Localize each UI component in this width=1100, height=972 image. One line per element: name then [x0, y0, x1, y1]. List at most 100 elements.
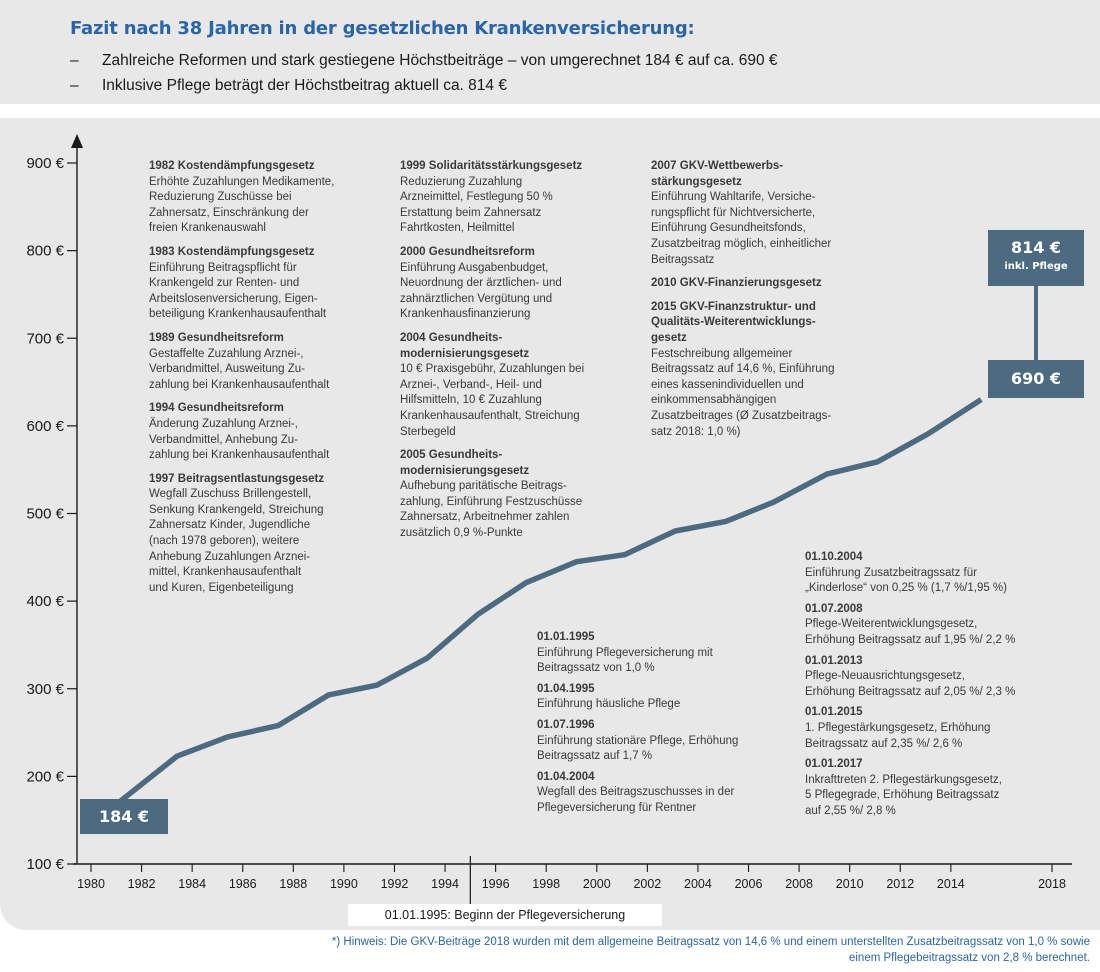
annotation-block: 1999 Solidaritätsstärkungsgesetz Reduzier… — [400, 159, 584, 237]
x-tick-label: 1984 — [178, 877, 206, 891]
annotation-title: 1994 Gesundheitsreform — [149, 402, 284, 415]
annotation-title: 2010 GKV-Finanzierungsgesetz — [651, 277, 822, 290]
x-tick-label: 2006 — [735, 877, 763, 891]
end-value-care-sublabel: inkl. Pflege — [1004, 261, 1068, 272]
annotation-title: 2005 Gesundheits- — [400, 449, 503, 462]
annotation-line: Einführung häusliche Pflege — [537, 698, 681, 711]
care-annotations-left: 01.01.1995 Einführung Pflegeversicherung … — [537, 630, 738, 822]
start-value-box: 184 € — [80, 799, 168, 834]
annotation-line: Neuordnung der ärztlichen- und — [400, 277, 562, 290]
annotation-line: 10 € Praxisgebühr, Zuzahlungen bei — [400, 363, 585, 376]
annotation-title: Qualitäts-Weiterentwicklungs- — [651, 316, 816, 329]
annotation-line: Einführung stationäre Pflege, Erhöhung — [537, 734, 739, 747]
annotation-line: freien Krankenauswahl — [149, 222, 266, 235]
reform-annotations-col1: 1982 Kostendämpfungsgesetz Erhöhte Zuzahl… — [149, 159, 334, 604]
annotation-title: 1982 Kostendämpfungsgesetz — [149, 160, 315, 172]
annotation-line: zahlung bei Krankenhausaufenthalt — [149, 378, 330, 391]
footnote: *) Hinweis: Die GKV-Beiträge 2018 wurden… — [90, 935, 1090, 966]
annotation-line: „Kinderlose“ von 0,25 % (1,7 %/1,95 %) — [805, 582, 1007, 595]
annotation-line: Verbandmittel, Anhebung Zu- — [149, 433, 298, 446]
annotation-title: modernisierungsgesetz — [400, 347, 530, 360]
annotation-line: zahlung, Einführung Festzuschüsse — [400, 495, 583, 508]
x-tick-label: 1998 — [532, 877, 560, 891]
x-tick-label: 2004 — [684, 877, 712, 891]
annotation-block: 01.04.2004 Wegfall des Beitragszuschusses… — [537, 770, 738, 817]
bullet-text: Zahlreiche Reformen und stark gestiegene… — [102, 52, 778, 69]
annotation-block: 2015 GKV-Finanzstruktur- und Qualitäts-We… — [651, 300, 834, 440]
summary-bullet-2: – Inklusive Pflege beträgt der Höchstbeit… — [70, 77, 507, 95]
annotation-line: Krankengeld zur Renten- und — [149, 277, 300, 290]
end-value-care-box: 814 € inkl. Pflege — [988, 230, 1084, 286]
annotation-title: 01.01.2013 — [805, 654, 863, 667]
annotation-line: Erhöhung Beitragssatz auf 2,05 %/ 2,3 % — [805, 685, 1016, 698]
annotation-line: Erhöhung Beitragssatz auf 1,95 %/ 2,2 % — [805, 633, 1016, 646]
annotation-title: modernisierungsgesetz — [400, 464, 530, 477]
annotation-title: 01.04.2004 — [537, 770, 595, 783]
footnote-line-1: *) Hinweis: Die GKV-Beiträge 2018 wurden… — [331, 936, 1090, 948]
y-tick-label: 600 € — [26, 418, 64, 435]
bullet-dash: – — [70, 52, 79, 69]
annotation-line: Zahnersatz, Einschränkung der — [149, 206, 309, 219]
annotation-line: Krankenhausaufenthalt, Streichung — [400, 409, 580, 422]
annotation-title: 01.07.2008 — [805, 602, 863, 615]
y-tick-label: 500 € — [26, 506, 64, 523]
annotation-title: 1983 Kostendämpfungsgesetz — [149, 245, 315, 258]
x-tick-label: 1992 — [381, 877, 409, 891]
annotation-line: Beitragssatz von 1,0 % — [537, 662, 655, 675]
annotation-line: beteiligung Krankenhausaufenthalt — [149, 308, 327, 321]
annotation-block: 2010 GKV-Finanzierungsgesetz — [651, 276, 834, 292]
chart-panel — [0, 118, 1100, 930]
y-tick-label: 700 € — [26, 330, 64, 347]
annotation-block: 2005 Gesundheits-modernisierungsgesetz Au… — [400, 448, 584, 542]
annotation-title: 01.01.1995 — [537, 631, 595, 643]
annotation-block: 1989 Gesundheitsreform Gestaffelte Zuzahl… — [149, 331, 334, 393]
x-tick-label: 1980 — [77, 877, 105, 891]
y-axis-arrow — [71, 134, 83, 148]
reform-annotations-col2: 1999 Solidaritätsstärkungsgesetz Reduzier… — [400, 159, 584, 550]
series-line-hoechstbeitrag — [114, 397, 983, 807]
annotation-line: einkommensabhängigen — [651, 394, 777, 407]
end-value-label: 690 € — [1010, 369, 1062, 388]
annotation-line: Zahnersatz Kinder, Jugendliche — [149, 519, 311, 532]
annotation-line: satz 2018: 1,0 %) — [651, 425, 741, 438]
annotation-title: 01.10.2004 — [805, 551, 863, 563]
annotation-block: 01.01.1995 Einführung Pflegeversicherung … — [537, 630, 738, 677]
y-tick-label: 100 € — [26, 856, 64, 873]
annotation-title: 01.04.1995 — [537, 682, 595, 695]
y-tick-label: 300 € — [26, 681, 64, 698]
x-tick-label: 1990 — [330, 877, 358, 891]
annotation-line: Reduzierung Zuzahlung — [400, 175, 523, 188]
annotation-title: 1989 Gesundheitsreform — [149, 331, 284, 344]
annotation-title: 1999 Solidaritätsstärkungsgesetz — [400, 160, 583, 172]
annotation-block: 1982 Kostendämpfungsgesetz Erhöhte Zuzahl… — [149, 159, 334, 237]
y-tick-label: 200 € — [26, 768, 64, 785]
annotation-block: 1994 Gesundheitsreform Änderung Zuzahlung… — [149, 401, 334, 463]
annotation-line: Zusatzbeitrages (Ø Zusatzbeitrags- — [651, 409, 832, 422]
x-tick-label: 1996 — [482, 877, 510, 891]
bullet-dash: – — [70, 77, 79, 94]
x-tick-label: 2000 — [583, 877, 611, 891]
annotation-line: Einführung Gesundheitsfonds, — [651, 222, 806, 235]
annotation-block: 01.07.2008 Pflege-Weiterentwicklungsgeset… — [805, 602, 1015, 649]
annotation-line: Senkung Krankengeld, Streichung — [149, 503, 324, 516]
annotation-line: zahlung bei Krankenhausaufenthalt — [149, 449, 330, 462]
annotation-line: Erhöhte Zuzahlungen Medikamente, — [149, 175, 335, 188]
x-tick-label: 2018 — [1038, 877, 1066, 891]
x-tick-label: 2002 — [633, 877, 661, 891]
annotation-line: Zahnersatz, Arbeitnehmer zahlen — [400, 511, 570, 524]
annotation-line: Beitragssatz auf 1,7 % — [537, 750, 653, 763]
annotation-line: Einführung Wahltarife, Versiche- — [651, 191, 816, 204]
annotation-line: Krankenhausfinanzierung — [400, 308, 531, 321]
y-tick-label: 400 € — [26, 593, 64, 610]
annotation-title: 01.01.2015 — [805, 706, 863, 719]
annotation-line: Gestaffelte Zuzahlung Arznei-, — [149, 347, 304, 360]
x-tick-label: 1982 — [128, 877, 156, 891]
annotation-title: 2000 Gesundheitsreform — [400, 245, 535, 258]
annotation-line: rungspflicht für Nichtversicherte, — [651, 206, 816, 219]
annotation-block: 2007 GKV-Wettbewerbs-stärkungsgesetz Einf… — [651, 159, 834, 268]
annotation-line: Beitragssatz auf 14,6 %, Einführung — [651, 363, 835, 376]
summary-bullet-1: – Zahlreiche Reformen und stark gestiegen… — [70, 52, 778, 70]
annotation-line: eines kassenindividuellen und — [651, 378, 804, 391]
annotation-title: 2004 Gesundheits- — [400, 331, 503, 344]
annotation-line: zahnärztlichen Vergütung und — [400, 292, 553, 305]
